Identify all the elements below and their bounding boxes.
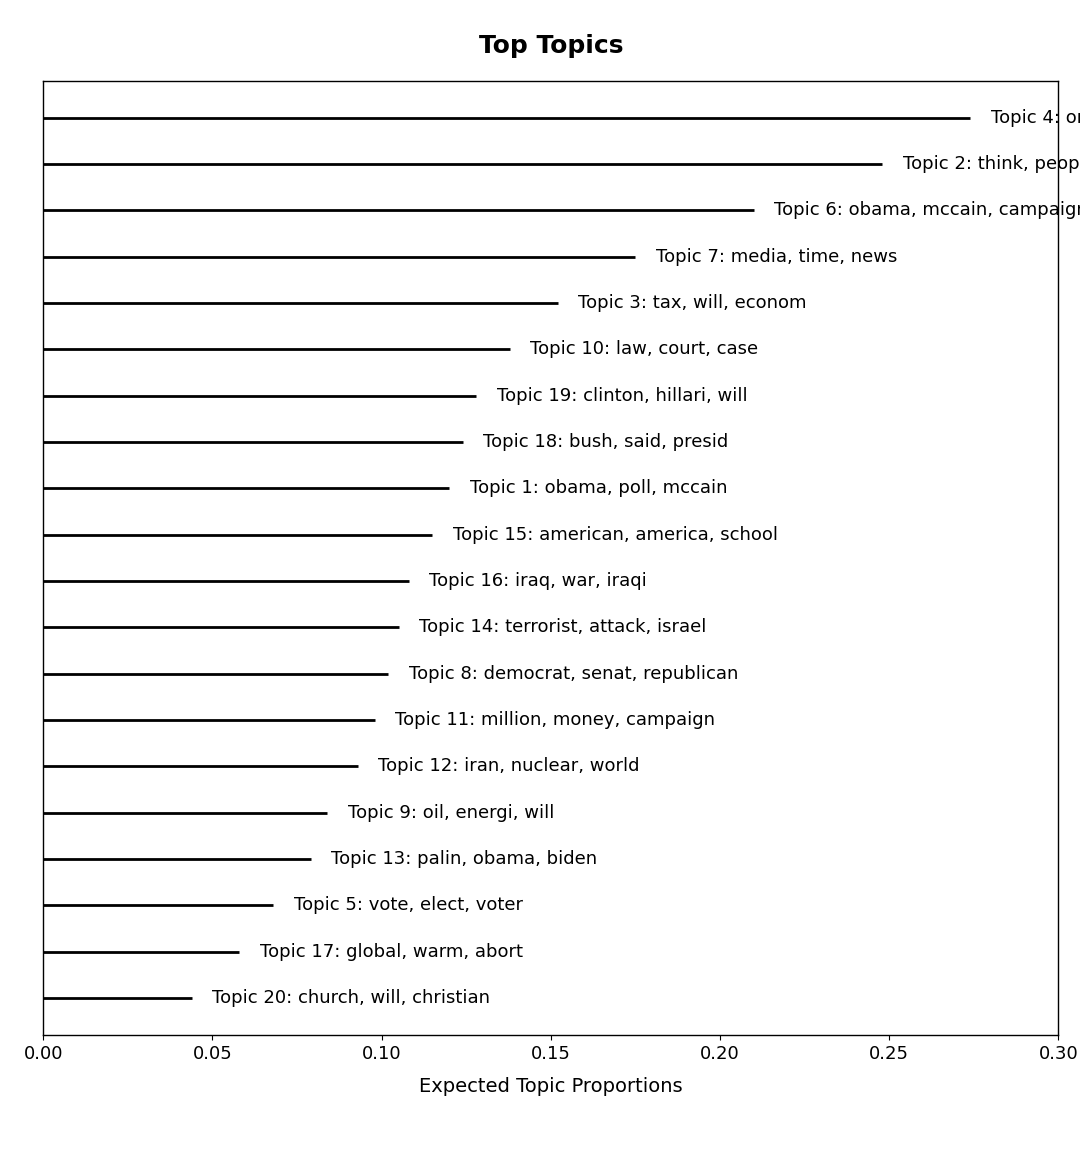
X-axis label: Expected Topic Proportions: Expected Topic Proportions <box>419 1076 683 1096</box>
Text: Topic 14: terrorist, attack, israel: Topic 14: terrorist, attack, israel <box>419 619 706 636</box>
Text: Topic 8: democrat, senat, republican: Topic 8: democrat, senat, republican <box>408 665 738 683</box>
Text: Topic 16: iraq, war, iraqi: Topic 16: iraq, war, iraqi <box>429 572 647 590</box>
Text: Topic 17: global, warm, abort: Topic 17: global, warm, abort <box>260 943 523 960</box>
Text: Topic 20: church, will, christian: Topic 20: church, will, christian <box>213 989 490 1007</box>
Text: Topic 7: media, time, news: Topic 7: media, time, news <box>656 247 897 266</box>
Text: Topic 19: clinton, hillari, will: Topic 19: clinton, hillari, will <box>497 386 747 405</box>
Text: Topic 10: law, court, case: Topic 10: law, court, case <box>530 340 758 359</box>
Text: Topic 4: one, like, get: Topic 4: one, like, get <box>990 108 1080 126</box>
Text: Topic 1: obama, poll, mccain: Topic 1: obama, poll, mccain <box>470 480 727 497</box>
Text: Topic 13: palin, obama, biden: Topic 13: palin, obama, biden <box>330 850 597 868</box>
Text: Topic 11: million, money, campaign: Topic 11: million, money, campaign <box>395 711 715 729</box>
Text: Topic 15: american, america, school: Topic 15: american, america, school <box>453 526 778 544</box>
Text: Topic 9: oil, energi, will: Topic 9: oil, energi, will <box>348 804 554 821</box>
Text: Topic 5: vote, elect, voter: Topic 5: vote, elect, voter <box>294 896 523 914</box>
Text: Topic 3: tax, will, econom: Topic 3: tax, will, econom <box>578 294 807 312</box>
Text: Topic 2: think, peopl, like: Topic 2: think, peopl, like <box>903 155 1080 172</box>
Text: Topic 6: obama, mccain, campaign: Topic 6: obama, mccain, campaign <box>774 201 1080 220</box>
Title: Top Topics: Top Topics <box>478 33 623 58</box>
Text: Topic 12: iran, nuclear, world: Topic 12: iran, nuclear, world <box>378 757 639 775</box>
Text: Topic 18: bush, said, presid: Topic 18: bush, said, presid <box>483 432 728 451</box>
